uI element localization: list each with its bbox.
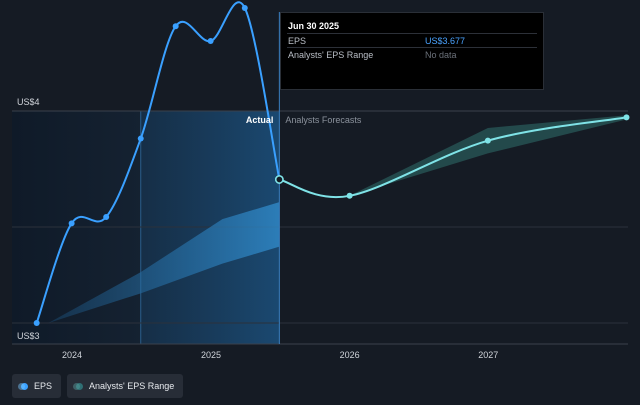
x-tick-2027: 2027 (478, 350, 498, 360)
x-tick-2026: 2026 (340, 350, 360, 360)
series-0-point-2 (103, 214, 110, 220)
tooltip-row-eps: EPS US$3.677 (287, 33, 537, 48)
series-0-point-0 (33, 320, 40, 326)
series-0-point-3 (137, 135, 144, 142)
tooltip-eps-value: US$3.677 (425, 36, 466, 46)
eps-dot-icon (18, 382, 28, 390)
x-tick-2024: 2024 (62, 350, 82, 360)
hover-tooltip: Jun 30 2025 EPS US$3.677 Analysts' EPS R… (280, 12, 544, 90)
forecast-range-band (279, 115, 627, 196)
series-1-point-3 (623, 114, 630, 121)
series-0-point-1 (68, 220, 75, 227)
tooltip-row-range: Analysts' EPS Range No data (287, 47, 537, 62)
tooltip-date: Jun 30 2025 (288, 21, 340, 31)
past-range-band (48, 202, 280, 323)
tooltip-range-label: Analysts' EPS Range (288, 50, 374, 60)
legend-range-label: Analysts' EPS Range (89, 381, 175, 391)
series-1-point-1 (346, 192, 353, 199)
legend-item-range[interactable]: Analysts' EPS Range (67, 374, 184, 398)
actual-label: Actual (246, 115, 274, 125)
y-label-top: US$4 (17, 97, 40, 107)
tooltip-range-value: No data (425, 50, 457, 60)
legend-eps-label: EPS (34, 381, 53, 391)
y-label-bottom: US$3 (17, 331, 40, 341)
series-line-1 (279, 116, 627, 199)
series-0-point-5 (207, 38, 214, 45)
x-tick-2025: 2025 (201, 350, 221, 360)
series-1-point-0 (275, 175, 284, 184)
legend: EPS Analysts' EPS Range (12, 374, 184, 398)
tooltip-eps-label: EPS (288, 36, 307, 46)
legend-item-eps[interactable]: EPS (12, 374, 62, 398)
range-dot-icon (73, 382, 84, 390)
series-0-point-6 (241, 5, 248, 11)
series-0-point-4 (172, 23, 179, 30)
series-1-point-2 (484, 137, 491, 144)
forecast-label: Analysts Forecasts (285, 115, 362, 125)
